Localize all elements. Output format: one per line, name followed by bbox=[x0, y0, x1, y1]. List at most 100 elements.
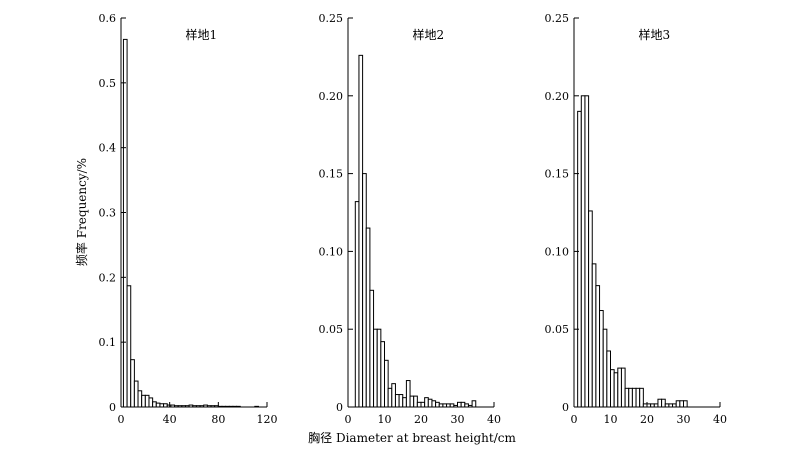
histogram-bar bbox=[591, 263, 597, 408]
y-tick-label: 0.05 bbox=[319, 323, 344, 336]
y-axis-label: 频率 Frequency/% bbox=[74, 158, 89, 266]
histogram-bar bbox=[617, 367, 622, 408]
histogram-bar bbox=[424, 397, 429, 408]
y-tick-label: 0 bbox=[336, 401, 343, 414]
y-tick-label: 0.05 bbox=[545, 323, 570, 336]
histogram-bar bbox=[683, 400, 688, 408]
histogram-bar bbox=[606, 350, 611, 408]
histogram-bar bbox=[584, 95, 590, 408]
histogram-bar bbox=[391, 383, 396, 408]
x-tick-label: 80 bbox=[211, 413, 225, 426]
chart-panel-1: 0 0.1 0.2 0.3 0.4 0.5 0.6 0 40 80 120 样地1 bbox=[99, 12, 278, 426]
histogram-bar bbox=[435, 401, 440, 408]
histogram-bar bbox=[588, 210, 593, 408]
y-tick-label: 0.10 bbox=[545, 245, 570, 258]
histogram-bar bbox=[133, 380, 139, 408]
histogram-bar bbox=[599, 310, 604, 408]
histogram-bar bbox=[384, 359, 389, 408]
histogram-bar bbox=[613, 372, 619, 408]
x-tick-label: 120 bbox=[257, 413, 278, 426]
histogram-bar bbox=[413, 395, 418, 408]
histogram-bar bbox=[405, 380, 411, 408]
histogram-bar bbox=[365, 227, 371, 408]
histogram-bar bbox=[130, 359, 135, 408]
histogram-bar bbox=[628, 387, 633, 408]
y-tick-label: 0.1 bbox=[99, 336, 117, 349]
x-tick-label: 40 bbox=[713, 413, 727, 426]
histogram-bar bbox=[427, 398, 433, 408]
x-axis-label: 胸径 Diameter at breast height/cm bbox=[308, 430, 516, 445]
histogram-bar bbox=[431, 400, 437, 408]
histogram-bar bbox=[402, 397, 407, 408]
histogram-bar bbox=[595, 285, 601, 408]
x-tick-label: 10 bbox=[378, 413, 392, 426]
histogram-bar bbox=[148, 397, 154, 408]
x-tick-label: 20 bbox=[640, 413, 654, 426]
histogram-bar bbox=[639, 387, 644, 408]
panel-title: 样地1 bbox=[185, 27, 217, 42]
x-tick-label: 0 bbox=[118, 413, 125, 426]
y-tick-label: 0.3 bbox=[99, 207, 117, 220]
histogram-bar bbox=[580, 95, 586, 408]
histogram-bar bbox=[679, 400, 684, 408]
histogram-bar bbox=[675, 400, 681, 408]
y-tick-label: 0.10 bbox=[319, 245, 344, 258]
histogram-bar bbox=[398, 394, 404, 408]
histogram-bar bbox=[387, 387, 393, 408]
x-tick-label: 40 bbox=[163, 413, 177, 426]
y-tick-label: 0.15 bbox=[319, 168, 344, 181]
histogram-bar bbox=[631, 387, 637, 408]
histogram-bar bbox=[394, 394, 400, 408]
panel-title: 样地2 bbox=[412, 27, 444, 42]
y-tick-label: 0.25 bbox=[545, 12, 570, 25]
histogram-bar bbox=[624, 387, 630, 408]
y-tick-label: 0.20 bbox=[319, 90, 344, 103]
y-tick-label: 0.6 bbox=[99, 12, 117, 25]
histogram-bar bbox=[610, 369, 615, 408]
histogram-bar bbox=[471, 400, 477, 408]
x-tick-label: 30 bbox=[677, 413, 691, 426]
histogram-bar bbox=[144, 394, 150, 408]
histogram-bar bbox=[409, 395, 415, 408]
y-tick-label: 0.4 bbox=[99, 142, 117, 155]
histogram-bar bbox=[420, 401, 426, 408]
histogram-bar bbox=[141, 394, 146, 408]
histogram-bar bbox=[152, 401, 157, 408]
x-tick-label: 40 bbox=[487, 413, 501, 426]
y-tick-label: 0.25 bbox=[319, 12, 344, 25]
chart-panel-3: 0 0.05 0.10 0.15 0.20 0.25 0 10 20 30 40 样地3 bbox=[545, 12, 728, 426]
histogram-bar bbox=[376, 328, 382, 408]
histogram-bar bbox=[122, 38, 128, 408]
histogram-bar bbox=[137, 390, 143, 408]
x-tick-label: 20 bbox=[414, 413, 428, 426]
histogram-bar bbox=[362, 173, 367, 408]
histogram-bar bbox=[460, 401, 466, 408]
y-tick-label: 0.2 bbox=[99, 271, 117, 284]
y-tick-label: 0 bbox=[562, 401, 569, 414]
histogram-bar bbox=[155, 402, 161, 408]
histogram-bar bbox=[457, 401, 462, 408]
histogram-bar bbox=[373, 328, 378, 408]
y-tick-label: 0 bbox=[109, 401, 116, 414]
histogram-bar bbox=[635, 387, 641, 408]
histogram-bar bbox=[369, 289, 375, 408]
chart-panel-2: 0 0.05 0.10 0.15 0.20 0.25 0 10 20 30 40 样地2 bbox=[319, 12, 502, 426]
histogram-bar bbox=[602, 328, 608, 408]
x-tick-label: 0 bbox=[345, 413, 352, 426]
histogram-bar bbox=[416, 401, 422, 408]
x-tick-label: 0 bbox=[571, 413, 578, 426]
histogram-bar bbox=[358, 54, 364, 408]
histogram-bar bbox=[380, 341, 386, 408]
histogram-bar bbox=[577, 110, 582, 408]
histogram-bar bbox=[657, 398, 663, 408]
histogram-bar bbox=[661, 398, 666, 408]
histogram-bar bbox=[354, 201, 360, 408]
x-tick-label: 10 bbox=[604, 413, 618, 426]
y-tick-label: 0.15 bbox=[545, 168, 570, 181]
y-tick-label: 0.5 bbox=[99, 77, 117, 90]
panel-title: 样地3 bbox=[638, 27, 670, 42]
x-tick-label: 30 bbox=[451, 413, 465, 426]
histogram-bar bbox=[126, 285, 132, 408]
y-tick-label: 0.20 bbox=[545, 90, 570, 103]
